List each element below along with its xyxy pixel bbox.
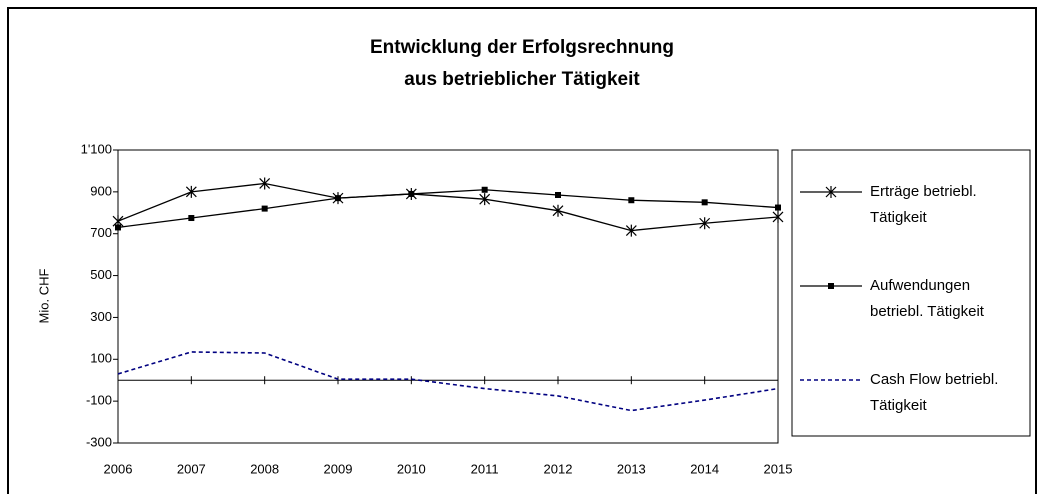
legend-label: Cash Flow betriebl. Tätigkeit — [870, 371, 999, 414]
x-tick-label: 2014 — [690, 461, 719, 476]
y-tick-label: 1'100 — [81, 141, 112, 156]
point-marker — [481, 186, 488, 193]
series-line — [117, 351, 779, 412]
chart-border — [7, 7, 1037, 494]
y-tick-label: 300 — [90, 309, 112, 324]
point-marker — [188, 215, 195, 222]
point-marker — [552, 204, 564, 217]
point-marker — [185, 185, 197, 198]
point-marker — [772, 210, 784, 223]
y-tick-label: 100 — [90, 351, 112, 366]
x-tick-label: 2008 — [250, 461, 279, 476]
x-tick-label: 2011 — [471, 461, 499, 476]
series-line — [117, 182, 779, 232]
point-marker — [479, 193, 491, 206]
x-tick-label: 2013 — [617, 461, 646, 476]
legend-box — [791, 149, 1031, 437]
series-line — [117, 189, 779, 229]
legend-marker — [825, 186, 837, 198]
x-tick-label: 2007 — [177, 461, 206, 476]
y-tick-label: 500 — [90, 267, 112, 282]
chart-title: Entwicklung der Erfolgsrechnung — [370, 37, 674, 58]
point-marker — [408, 190, 415, 197]
x-tick-label: 2012 — [544, 461, 573, 476]
point-marker — [699, 217, 711, 230]
point-marker — [625, 224, 637, 237]
point-marker — [701, 199, 708, 206]
y-tick-label: 700 — [90, 225, 112, 240]
legend-label: Aufwendungen betriebl. Tätigkeit — [870, 277, 984, 320]
y-tick-label: -100 — [86, 393, 112, 408]
legend-label: Erträge betriebl. Tätigkeit — [870, 183, 977, 226]
point-marker — [261, 205, 268, 212]
point-marker — [555, 191, 561, 198]
chart-title: aus betrieblicher Tätigkeit — [404, 69, 640, 90]
x-tick-label: 2010 — [397, 461, 426, 476]
point-marker — [775, 204, 781, 211]
y-tick-label: -300 — [86, 434, 112, 449]
y-axis-label: Mio. CHF — [36, 268, 51, 323]
legend-marker — [828, 283, 834, 289]
point-marker — [335, 195, 341, 202]
plot-area — [117, 149, 779, 444]
point-marker — [259, 177, 271, 190]
x-tick-label: 2009 — [324, 461, 353, 476]
x-tick-label: 2015 — [764, 461, 793, 476]
point-marker — [628, 197, 635, 204]
y-tick-label: 900 — [90, 183, 112, 198]
x-tick-label: 2006 — [104, 461, 133, 476]
point-marker — [115, 224, 121, 231]
